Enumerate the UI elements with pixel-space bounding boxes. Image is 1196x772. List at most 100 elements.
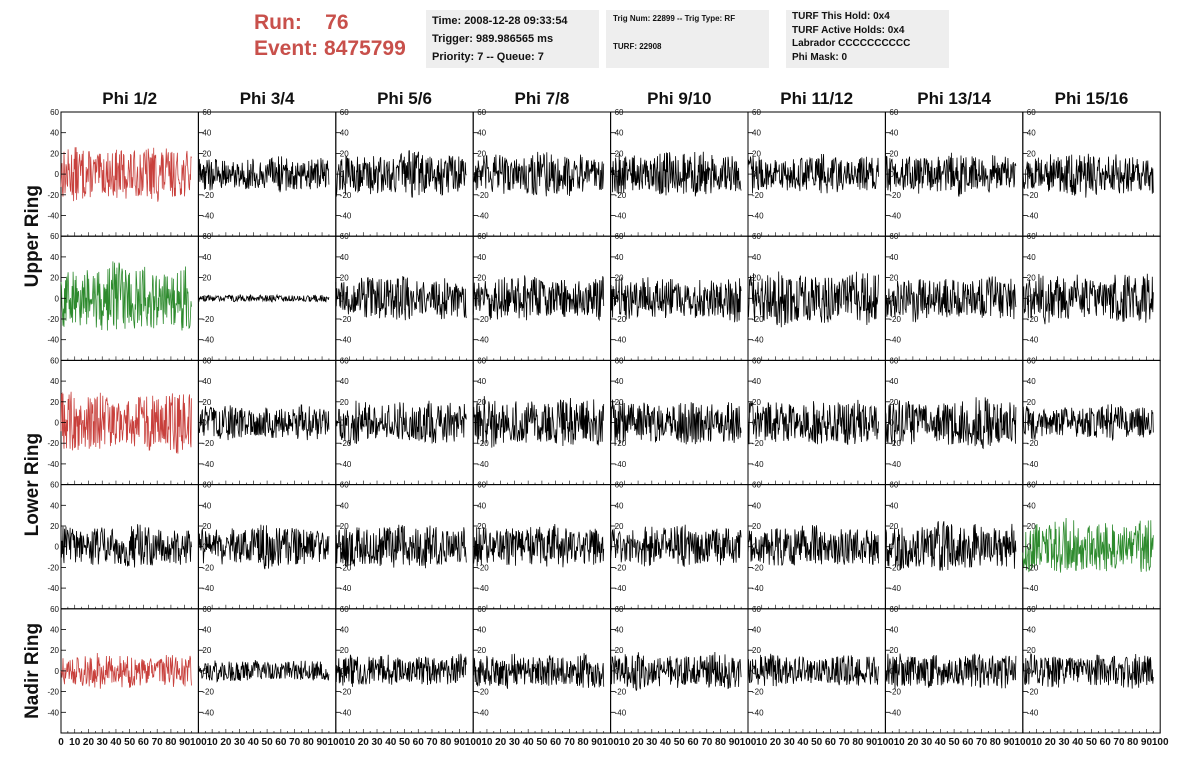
- y-tick-label: 20: [889, 398, 898, 407]
- y-tick-label: 40: [477, 253, 486, 262]
- y-tick-label: 0: [615, 294, 620, 303]
- y-tick-label: -40: [889, 336, 901, 345]
- y-tick-label: 60: [1027, 481, 1036, 490]
- y-tick-label: 60: [615, 108, 624, 117]
- y-tick-label: 40: [889, 129, 898, 138]
- column-title: Phi 11/12: [780, 89, 853, 108]
- x-tick-label: 50: [124, 737, 136, 748]
- y-tick-label: 40: [202, 626, 211, 635]
- y-tick-label: 60: [1027, 356, 1036, 365]
- x-tick-label: 50: [536, 737, 548, 748]
- y-tick-label: 40: [752, 377, 761, 386]
- y-tick-label: 40: [202, 377, 211, 386]
- waveform-trace: [885, 653, 1017, 690]
- y-tick-label: 20: [202, 646, 211, 655]
- y-tick-label: 0: [202, 294, 207, 303]
- x-tick-label: 100: [602, 737, 619, 748]
- y-tick-label: -40: [477, 336, 489, 345]
- x-tick-label: 20: [770, 737, 782, 748]
- waveform-trace: [472, 653, 605, 689]
- event-value: 8475799: [324, 37, 406, 60]
- event-label: Event:: [254, 37, 319, 60]
- x-tick-label: 70: [1113, 737, 1125, 748]
- y-tick-label: 40: [50, 377, 59, 386]
- y-tick-label: -40: [889, 584, 901, 593]
- x-tick-label: 50: [399, 737, 411, 748]
- x-tick-label: 80: [578, 737, 590, 748]
- y-tick-label: 0: [340, 170, 345, 179]
- y-tick-label: 0: [477, 170, 482, 179]
- y-tick-label: 20: [615, 646, 624, 655]
- y-tick-label: -40: [615, 460, 627, 469]
- y-tick-label: -20: [752, 439, 764, 448]
- x-tick-label: 60: [275, 737, 287, 748]
- y-tick-label: -20: [477, 688, 489, 697]
- y-tick-label: 60: [202, 481, 211, 490]
- y-tick-label: 20: [50, 274, 59, 283]
- y-tick-label: -40: [340, 212, 352, 221]
- y-tick-label: 60: [202, 108, 211, 117]
- y-tick-label: 20: [889, 522, 898, 531]
- y-tick-label: 40: [1027, 253, 1036, 262]
- x-tick-label: 90: [591, 737, 603, 748]
- y-tick-label: -40: [752, 336, 764, 345]
- waveform-trace: [335, 400, 467, 446]
- y-tick-label: 60: [477, 481, 486, 490]
- trig-num-info-box: Trig Num: 22899 -- Trig Type: RF TURF: 2…: [606, 10, 769, 68]
- x-tick-label: 100: [465, 737, 482, 748]
- y-tick-label: -20: [340, 439, 352, 448]
- priority-text: Priority: 7 -- Queue: 7: [432, 51, 544, 63]
- y-tick-label: 60: [752, 605, 761, 614]
- x-tick-label: 100: [1014, 737, 1031, 748]
- y-tick-label: -20: [1027, 563, 1039, 572]
- y-tick-label: -40: [340, 708, 352, 717]
- y-tick-label: 0: [1027, 543, 1032, 552]
- y-tick-label: -40: [1027, 584, 1039, 593]
- y-tick-label: -40: [752, 460, 764, 469]
- y-tick-label: 60: [889, 108, 898, 117]
- waveform-trace: [1022, 273, 1154, 325]
- y-tick-label: 40: [50, 501, 59, 510]
- waveform-trace: [198, 156, 330, 193]
- y-tick-label: -20: [47, 688, 59, 697]
- x-tick-label: 10: [619, 737, 631, 748]
- waveform-trace: [335, 524, 467, 569]
- y-tick-label: -40: [615, 212, 627, 221]
- waveform-trace: [610, 151, 742, 197]
- y-tick-label: -20: [340, 315, 352, 324]
- column-title: Phi 1/2: [102, 89, 157, 108]
- x-tick-label: 100: [1152, 737, 1169, 748]
- x-tick-label: 90: [1003, 737, 1015, 748]
- y-tick-label: 20: [1027, 274, 1036, 283]
- x-tick-label: 10: [894, 737, 906, 748]
- turf-this-hold-text: TURF This Hold: 0x4: [792, 11, 890, 22]
- waveform-trace: [335, 653, 467, 687]
- x-tick-label: 80: [1127, 737, 1139, 748]
- y-tick-label: 60: [615, 481, 624, 490]
- y-tick-label: -20: [340, 563, 352, 572]
- y-tick-label: 40: [340, 501, 349, 510]
- y-tick-label: 0: [615, 419, 620, 428]
- y-tick-label: 40: [202, 253, 211, 262]
- waveform-trace: [60, 652, 192, 689]
- y-tick-label: 60: [477, 108, 486, 117]
- x-tick-label: 30: [921, 737, 933, 748]
- y-tick-label: 20: [752, 522, 761, 531]
- y-tick-label: -20: [1027, 191, 1039, 200]
- y-tick-label: -40: [340, 584, 352, 593]
- y-tick-label: -40: [1027, 212, 1039, 221]
- y-tick-label: 40: [202, 501, 211, 510]
- y-tick-label: 0: [477, 667, 482, 676]
- y-tick-label: -40: [202, 460, 214, 469]
- y-tick-label: 0: [752, 294, 757, 303]
- row-group-title: Nadir Ring: [22, 623, 43, 719]
- x-tick-label: 30: [1058, 737, 1070, 748]
- x-tick-label: 10: [756, 737, 768, 748]
- y-tick-label: 20: [615, 149, 624, 158]
- y-tick-label: -40: [615, 584, 627, 593]
- y-tick-label: 40: [1027, 377, 1036, 386]
- y-tick-label: 40: [340, 626, 349, 635]
- y-tick-label: -40: [889, 708, 901, 717]
- x-tick-label: 50: [1086, 737, 1098, 748]
